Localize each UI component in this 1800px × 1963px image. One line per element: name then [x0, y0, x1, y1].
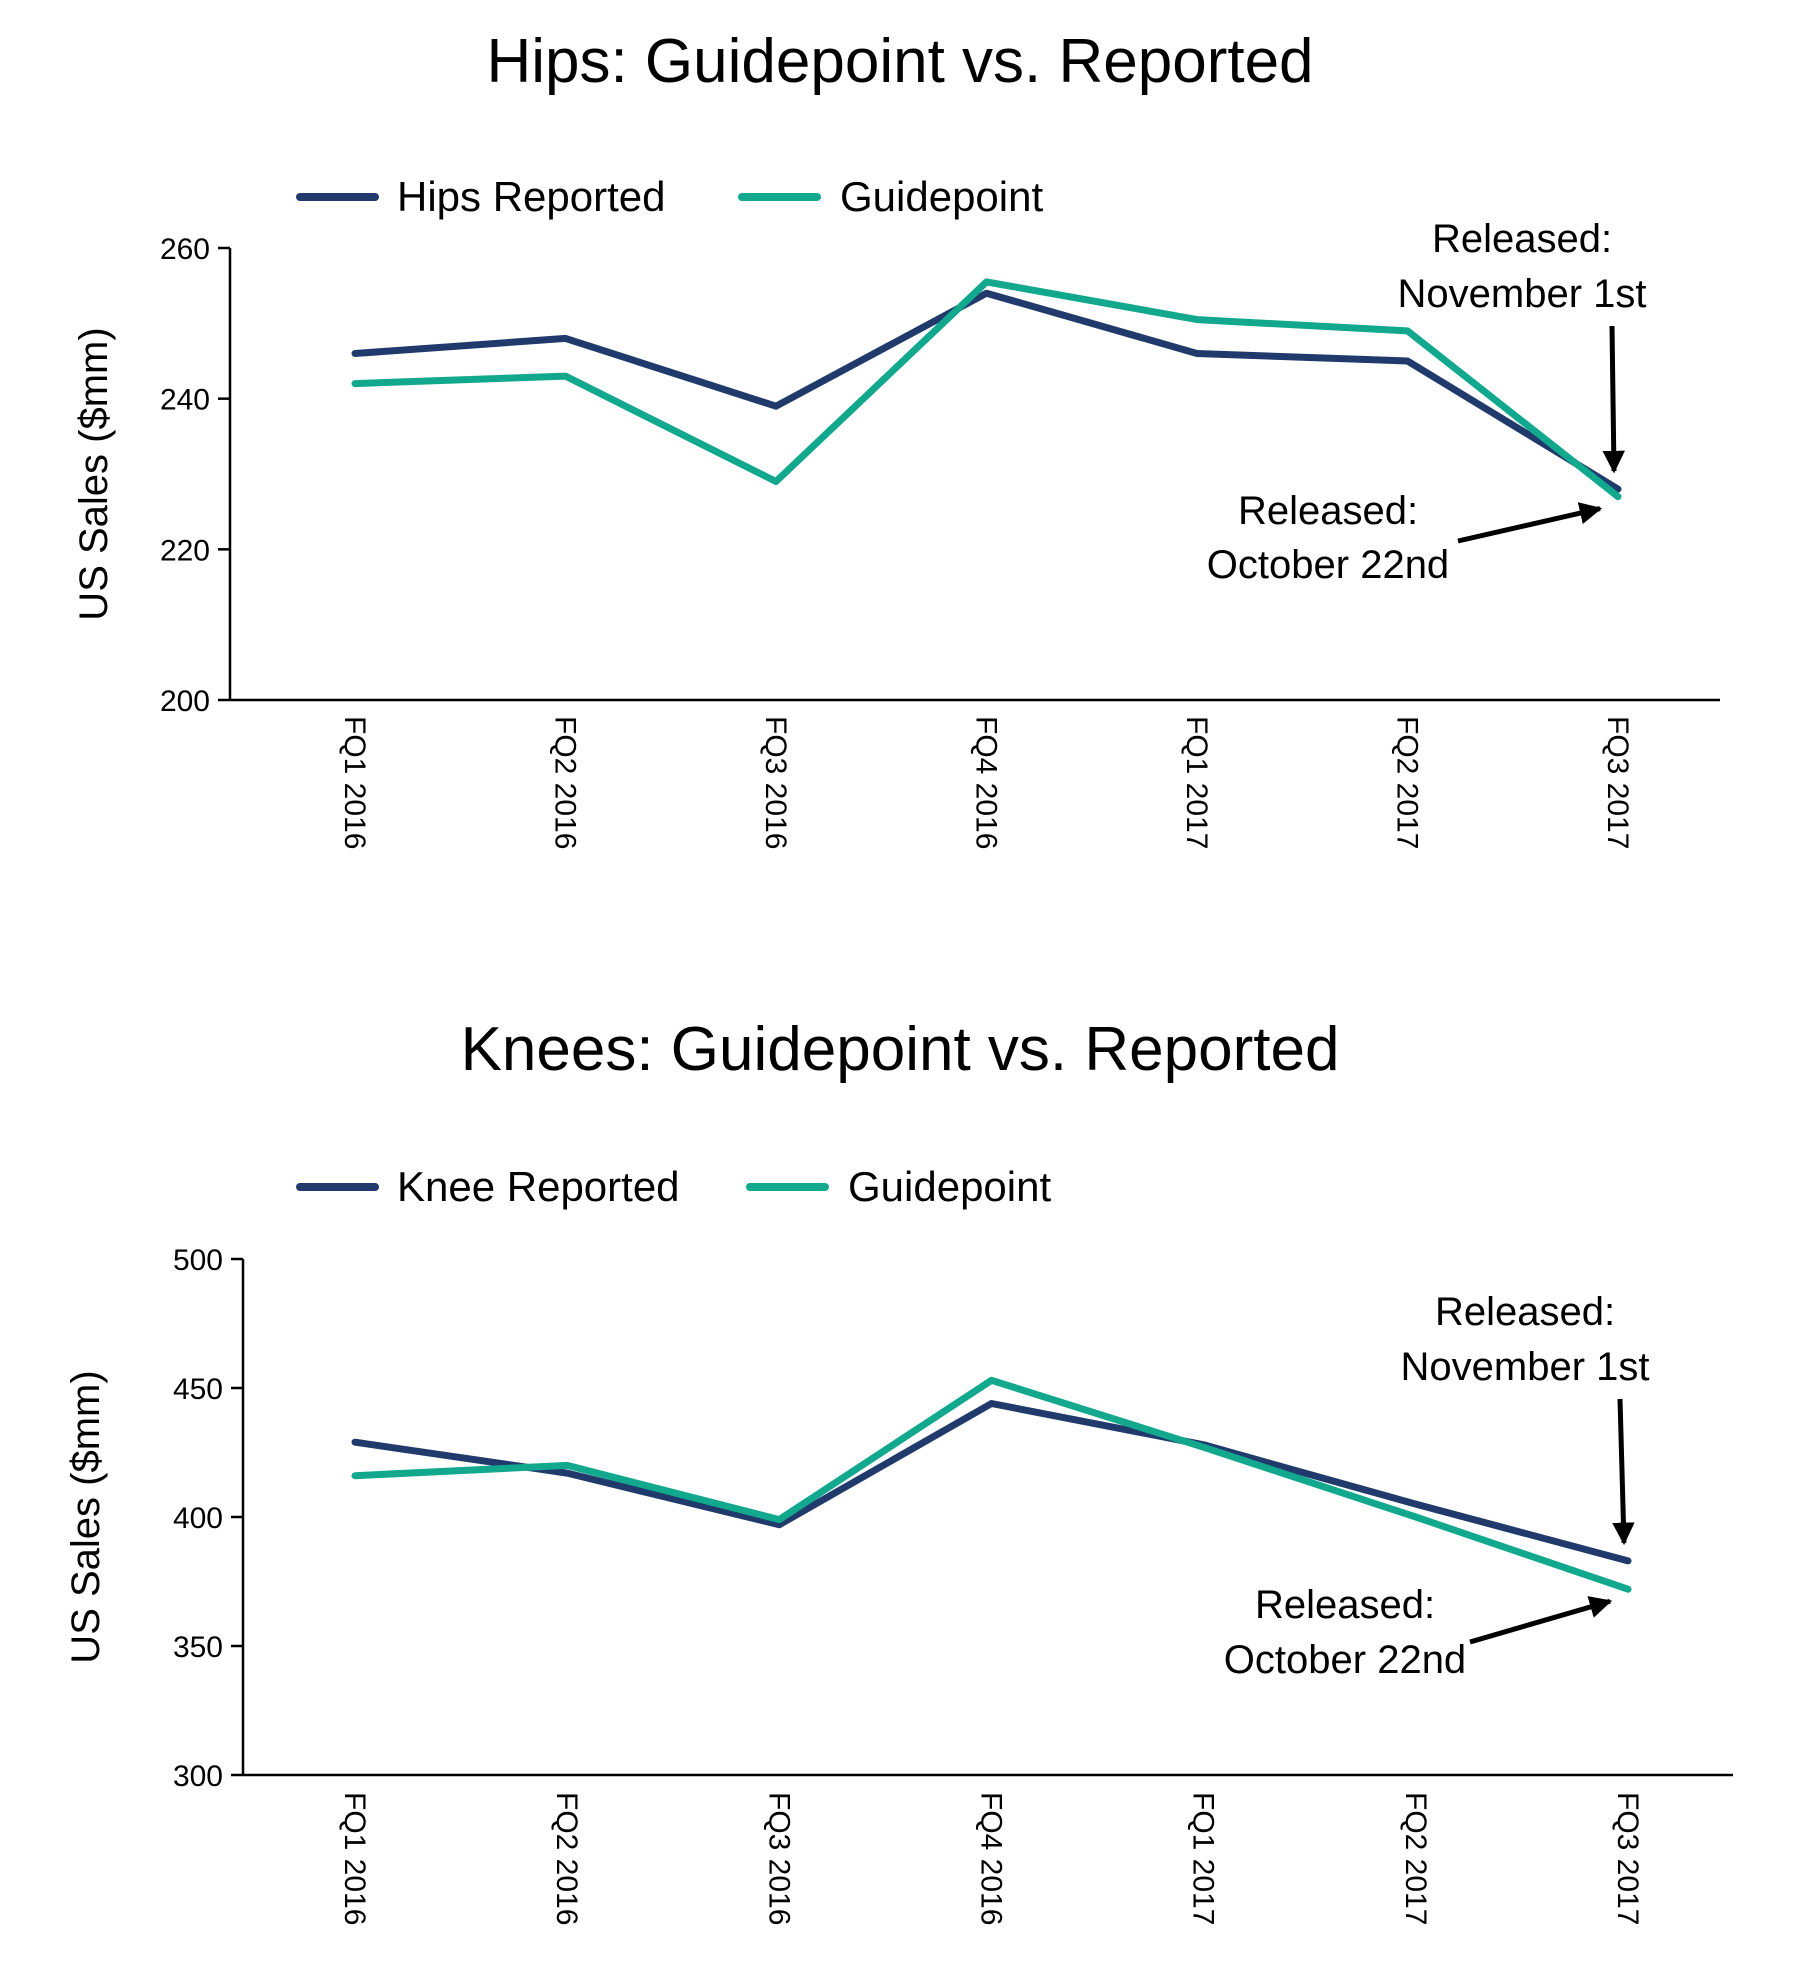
y-tick-label: 500: [173, 1244, 223, 1277]
legend-item-1: Knee Reported: [296, 1163, 680, 1210]
y-axis-title: US Sales ($mm): [64, 1370, 108, 1663]
x-tick-label: FQ1 2017: [1180, 716, 1213, 849]
chart-title: Knees: Guidepoint vs. Reported: [461, 1015, 1340, 1084]
x-tick-label: FQ3 2016: [762, 1792, 795, 1925]
x-tick-label: FQ3 2017: [1611, 1792, 1644, 1925]
series-line-guidepoint: [351, 1376, 1632, 1593]
series-line-guidepoint: [351, 278, 1622, 501]
legend-label: Hips Reported: [397, 173, 665, 220]
y-axis-title: US Sales ($mm): [72, 327, 116, 620]
x-tick-label: FQ3 2017: [1601, 716, 1634, 849]
legend: Hips Reported Guidepoint: [296, 173, 1043, 220]
annotation-label-line-1: Released:: [1255, 1583, 1435, 1627]
annotation-arrow: [1469, 1596, 1613, 1645]
series-line-reported: [351, 289, 1622, 493]
annotation-arrow: [1612, 1398, 1635, 1546]
annotation-1: Released: November 1st: [1398, 217, 1647, 474]
series-line-reported: [351, 1400, 1632, 1565]
y-tick-label: 350: [173, 1631, 223, 1664]
x-tick-label: FQ1 2016: [338, 716, 371, 849]
annotation-label-line-2: October 22nd: [1207, 543, 1449, 587]
x-tick-label: FQ3 2016: [759, 716, 792, 849]
annotation-label-line-2: November 1st: [1401, 1345, 1650, 1389]
x-tick-label: FQ1 2017: [1187, 1792, 1220, 1925]
annotation-1: Released: November 1st: [1401, 1290, 1650, 1546]
legend-item-1: Hips Reported: [296, 173, 665, 220]
chart-title: Hips: Guidepoint vs. Reported: [486, 27, 1313, 96]
annotation-label-line-1: Released:: [1435, 1290, 1615, 1334]
legend-label: Guidepoint: [840, 173, 1043, 220]
x-tick-label: FQ2 2017: [1391, 716, 1424, 849]
x-tick-label: FQ4 2016: [970, 716, 1003, 849]
chart-panel-2: Knees: Guidepoint vs. Reported Knee Repor…: [64, 1015, 1733, 1925]
x-tick-label: FQ1 2016: [338, 1792, 371, 1925]
annotation-label-line-1: Released:: [1432, 217, 1612, 261]
legend-item-2: Guidepoint: [738, 173, 1043, 220]
annotation-label-line-2: November 1st: [1398, 272, 1647, 316]
y-tick-label: 450: [173, 1373, 223, 1406]
annotation-2: Released: October 22nd: [1224, 1583, 1613, 1682]
y-tick-label: 300: [173, 1760, 223, 1793]
annotation-label-line-2: October 22nd: [1224, 1638, 1466, 1682]
annotation-arrow: [1602, 325, 1625, 474]
annotation-2: Released: October 22nd: [1207, 489, 1603, 587]
annotation-arrow: [1457, 502, 1603, 544]
y-tick-label: 240: [160, 384, 210, 417]
legend-label: Guidepoint: [848, 1163, 1051, 1210]
chart-panel-1: Hips: Guidepoint vs. Reported Hips Report…: [72, 27, 1720, 849]
x-tick-label: FQ2 2017: [1399, 1792, 1432, 1925]
y-tick-label: 200: [160, 685, 210, 718]
annotation-label-line-1: Released:: [1238, 489, 1418, 533]
y-tick-label: 400: [173, 1502, 223, 1535]
y-tick-label: 260: [160, 233, 210, 266]
x-tick-label: FQ4 2016: [975, 1792, 1008, 1925]
y-tick-label: 220: [160, 534, 210, 567]
legend-item-2: Guidepoint: [746, 1163, 1051, 1210]
x-tick-label: FQ2 2016: [549, 716, 582, 849]
x-tick-label: FQ2 2016: [550, 1792, 583, 1925]
legend: Knee Reported Guidepoint: [296, 1163, 1051, 1210]
legend-label: Knee Reported: [397, 1163, 680, 1210]
